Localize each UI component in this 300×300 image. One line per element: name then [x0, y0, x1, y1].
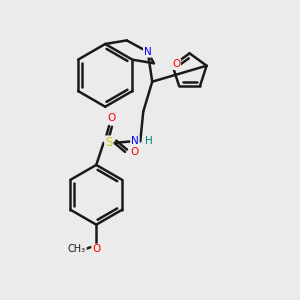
Text: N: N [131, 136, 139, 146]
Text: O: O [172, 59, 180, 69]
Text: O: O [130, 147, 138, 157]
Text: H: H [146, 136, 153, 146]
Text: N: N [144, 47, 152, 57]
Text: S: S [105, 136, 112, 149]
Text: O: O [108, 113, 116, 123]
Text: O: O [92, 244, 100, 254]
Text: CH₃: CH₃ [68, 244, 86, 254]
